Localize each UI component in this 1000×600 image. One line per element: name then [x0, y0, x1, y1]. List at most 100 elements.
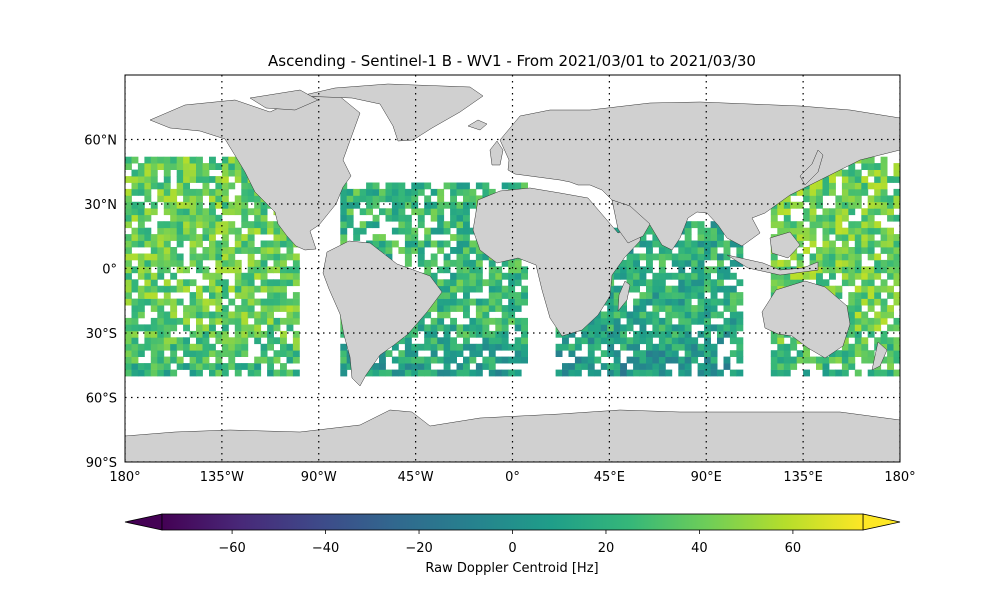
data-cell: [646, 311, 653, 319]
data-cell: [209, 253, 216, 261]
data-cell: [463, 363, 470, 370]
data-cell: [652, 305, 660, 312]
data-cell: [639, 324, 647, 332]
data-cell: [241, 311, 249, 319]
data-cell: [234, 317, 242, 325]
data-cell: [286, 298, 294, 306]
data-cell: [691, 305, 699, 312]
data-cell: [783, 272, 791, 280]
data-cell: [796, 253, 804, 261]
data-cell: [404, 221, 412, 229]
data-cell: [183, 317, 190, 325]
data-cell: [848, 169, 856, 177]
data-cell: [854, 298, 862, 306]
data-cell: [482, 182, 490, 190]
data-cell: [144, 253, 152, 261]
data-cell: [646, 350, 653, 357]
data-cell: [437, 369, 445, 377]
data-cell: [176, 266, 184, 274]
data-cell: [450, 272, 457, 280]
data-cell: [443, 279, 451, 287]
data-cell: [196, 214, 203, 222]
data-cell: [131, 285, 139, 293]
data-cell: [228, 317, 236, 325]
data-cell: [710, 227, 718, 235]
data-cell: [450, 201, 457, 209]
latitude-labels: 60°N30°N0°30°S60°S90°S: [84, 134, 117, 472]
data-cell: [723, 272, 731, 280]
data-cell: [880, 176, 888, 183]
data-cell: [353, 201, 361, 209]
data-cell: [723, 317, 731, 325]
data-cell: [488, 356, 496, 364]
data-cell: [267, 240, 274, 248]
data-cell: [366, 188, 373, 196]
data-cell: [874, 272, 882, 280]
data-cell: [880, 156, 888, 164]
data-cell: [157, 330, 165, 338]
colorbar-tick-label: 0: [508, 541, 516, 556]
data-cell: [710, 369, 718, 377]
data-cell: [697, 369, 705, 377]
data-cell: [841, 253, 849, 261]
data-cell: [854, 176, 862, 183]
data-cell: [221, 363, 229, 370]
data-cell: [163, 240, 171, 248]
data-cell: [736, 356, 744, 364]
data-cell: [704, 234, 711, 241]
data-cell: [443, 259, 451, 267]
data-cell: [887, 285, 894, 293]
data-cell: [697, 234, 705, 241]
data-cell: [267, 292, 274, 299]
data-cell: [163, 285, 171, 293]
data-cell: [189, 247, 197, 254]
data-cell: [353, 227, 361, 235]
data-cell: [893, 176, 900, 183]
data-cell: [424, 234, 432, 241]
data-cell: [215, 221, 223, 229]
data-cell: [391, 343, 399, 351]
data-cell: [684, 350, 692, 357]
data-cell: [137, 305, 145, 312]
data-cell: [482, 356, 490, 364]
data-cell: [652, 272, 660, 280]
data-cell: [475, 330, 483, 338]
data-cell: [854, 266, 862, 274]
data-cell: [729, 337, 737, 345]
data-cell: [848, 188, 856, 196]
data-cell: [880, 169, 888, 177]
data-cell: [273, 285, 281, 293]
data-cell: [854, 350, 862, 357]
data-cell: [482, 330, 490, 338]
data-cell: [463, 279, 470, 287]
data-cell: [125, 317, 132, 325]
data-cell: [241, 214, 249, 222]
data-cell: [437, 247, 445, 254]
data-cell: [835, 292, 843, 299]
data-cell: [280, 369, 287, 377]
data-cell: [848, 195, 856, 203]
data-cell: [280, 317, 287, 325]
data-cell: [372, 363, 380, 370]
data-cell: [137, 298, 145, 306]
data-cell: [411, 363, 419, 370]
data-cell: [163, 188, 171, 196]
data-cell: [475, 350, 483, 357]
data-cell: [157, 317, 165, 325]
data-cell: [234, 350, 242, 357]
data-cell: [816, 214, 823, 222]
data-cell: [809, 214, 817, 222]
colorbar-label: Raw Doppler Centroid [Hz]: [425, 561, 598, 576]
data-cell: [633, 350, 640, 357]
data-cell: [131, 169, 139, 177]
data-cell: [411, 208, 419, 216]
data-cell: [260, 330, 268, 338]
data-cell: [887, 253, 894, 261]
data-cell: [514, 356, 522, 364]
data-cell: [189, 311, 197, 319]
data-cell: [260, 272, 268, 280]
data-cell: [704, 305, 711, 312]
data-cell: [671, 285, 679, 293]
data-cell: [848, 350, 856, 357]
data-cell: [280, 343, 287, 351]
